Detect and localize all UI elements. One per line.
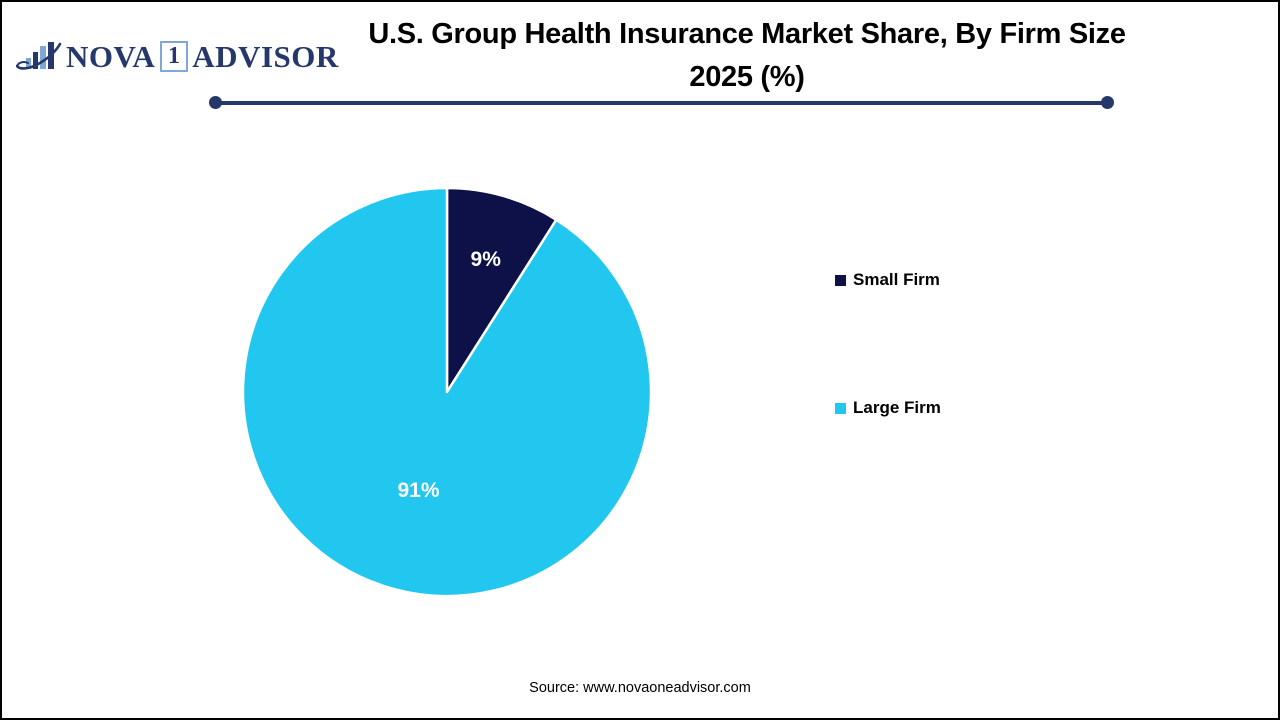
pie-data-label-large-firm: 91% bbox=[397, 479, 439, 502]
legend-swatch-large-firm bbox=[835, 402, 846, 414]
logo-word-one: 1 bbox=[168, 43, 181, 69]
pie-chart-area: 9% 91% bbox=[239, 184, 655, 600]
bar-chart-swoosh-icon bbox=[16, 42, 62, 70]
chart-title: U.S. Group Health Insurance Market Share… bbox=[292, 13, 1202, 99]
logo-word-advisor: ADVISOR bbox=[192, 38, 339, 74]
pie-slice-small-firm bbox=[445, 186, 558, 394]
pie-data-label-small-firm: 9% bbox=[471, 248, 502, 271]
chart-title-line1: U.S. Group Health Insurance Market Share… bbox=[368, 18, 1126, 50]
title-divider-line bbox=[215, 101, 1107, 105]
legend-label-large-firm: Large Firm bbox=[853, 398, 941, 417]
divider-left-dot bbox=[209, 96, 222, 109]
divider-right-dot bbox=[1101, 96, 1114, 109]
logo-wordmark: NOVA 1 ADVISOR bbox=[66, 38, 339, 74]
logo-one-box: 1 bbox=[160, 40, 189, 72]
legend-item-large-firm: Large Firm bbox=[835, 398, 941, 418]
logo-word-nova: NOVA bbox=[66, 38, 156, 74]
nova-one-advisor-logo: NOVA 1 ADVISOR bbox=[16, 35, 339, 77]
chart-title-line2: 2025 (%) bbox=[689, 61, 805, 93]
legend-item-small-firm: Small Firm bbox=[835, 270, 940, 290]
legend-swatch-small-firm bbox=[835, 274, 846, 286]
source-attribution: Source: www.novaoneadvisor.com bbox=[529, 680, 751, 696]
pie-slice-large-firm bbox=[241, 186, 653, 598]
pie-chart: 9% 91% bbox=[241, 186, 653, 598]
legend-label-small-firm: Small Firm bbox=[853, 270, 940, 289]
